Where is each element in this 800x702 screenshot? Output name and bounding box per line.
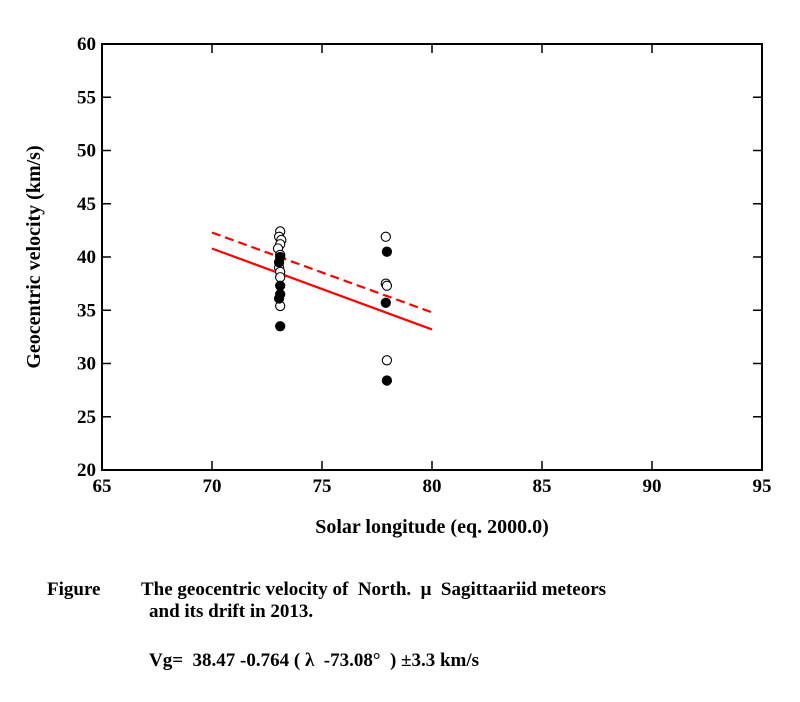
x-tick-label: 65 [93,476,112,497]
filled-data-point [380,297,391,308]
plot-frame [101,43,763,471]
velocity-chart: 65 70 75 80 85 90 95 20 25 30 35 40 45 50 55 60 Solar l… [23,34,772,538]
y-tick-label: 55 [77,87,96,108]
data-points [272,226,393,386]
x-tick-label: 75 [313,476,332,497]
figure-caption-line1: The geocentric velocity of North. μ Sagi… [141,579,607,600]
x-tick-label: 70 [203,476,222,497]
y-tick-label: 30 [77,354,96,375]
open-data-point [380,231,391,242]
y-tick-label: 60 [77,34,96,55]
y-tick-label: 40 [77,247,96,268]
y-tick-label: 35 [77,300,96,321]
drift-line-solid [211,247,433,331]
x-axis-title: Solar longitude (eq. 2000.0) [315,516,549,538]
filled-data-point [275,280,286,291]
y-tick-label: 45 [77,194,96,215]
open-data-point [275,272,286,283]
open-data-point [381,355,393,366]
filled-data-point [273,257,285,268]
filled-data-point [381,246,393,257]
x-tick-label: 95 [753,476,772,497]
filled-data-point [273,293,285,304]
x-tick-label: 80 [423,476,442,497]
x-tick-label: 90 [643,476,662,497]
drift-line-dashed [211,231,433,314]
figure-label: Figure [47,579,101,600]
y-tick-label: 25 [77,407,96,428]
figure-caption-line2: and its drift in 2013. [149,601,314,622]
open-data-point [381,280,393,291]
y-tick-label: 20 [77,460,96,481]
y-axis-title: Geocentric velocity (km/s) [23,145,45,368]
filled-data-point [381,375,393,386]
y-tick-label: 50 [77,141,96,162]
drift-lines [211,231,433,331]
axis-ticks: 65 70 75 80 85 90 95 20 25 30 35 40 45 50 55 60 [77,34,772,497]
x-tick-label: 85 [533,476,552,497]
drift-formula: Vg= 38.47 -0.764 ( λ -73.08° ) ±3.3 km/s [149,650,480,671]
filled-data-point [275,321,286,332]
